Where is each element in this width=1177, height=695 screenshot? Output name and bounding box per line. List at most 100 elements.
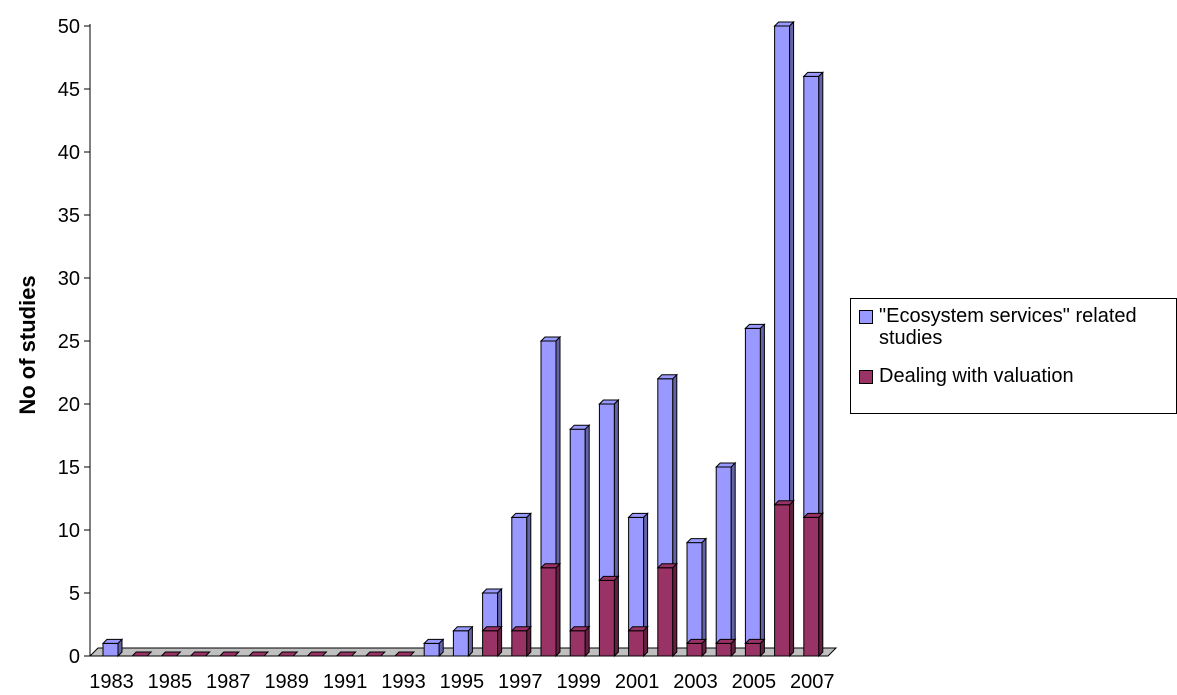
bar-zero-1991 [335,651,357,657]
x-tick-label: 1991 [323,671,368,693]
bar-ecosystem-2003-front [686,542,703,644]
bar-ecosystem-1996-side [497,587,503,633]
x-tick-labels: 1983 1985 1987 1989 1991 1993 1995 1997 1999 2001… [89,671,834,693]
x-tick-label: 1985 [148,671,193,693]
bar-valuation-2007 [802,512,825,658]
bar-ecosystem-2001-front [628,516,645,632]
bar-zero-1992 [364,651,387,657]
bar-valuation-1997-front [511,630,528,657]
bar-valuation-1996-front [482,630,499,657]
bar-ecosystem-2004-front [715,466,732,644]
bar-ecosystem-1997-side [526,512,532,633]
bar-valuation-1998 [539,562,562,658]
x-tick-label: 1997 [498,671,543,693]
y-axis-label: No of studies [15,275,40,415]
bar-ecosystem-2003 [685,537,708,645]
legend-item-ecosystem: "Ecosystem services" related studies [859,305,1177,349]
bar-valuation-2001-front [628,630,645,657]
bar-valuation-2003 [685,638,708,658]
bar-ecosystem-2006 [773,20,795,507]
bar-ecosystem-2002 [656,373,679,570]
bar-ecosystem-2006-side [789,20,795,507]
bar-ecosystem-2004-side [730,461,736,645]
bar-zero-1984 [130,651,153,657]
bar-zero-1993 [393,651,416,657]
bar-ecosystem-2005-front [744,327,761,644]
bar-zero-1989 [276,651,299,657]
bar-ecosystem-1995-front [452,630,469,657]
x-tick-label: 2001 [615,671,660,693]
bar-ecosystem-2002-side [672,373,678,570]
x-tick-label: 2005 [732,671,777,693]
y-tick-label: 35 [58,205,80,227]
bar-ecosystem-2000-side [613,398,619,582]
bar-ecosystem-1999 [568,423,591,633]
bar-ecosystem-1983-side [117,638,123,658]
y-tick-label: 5 [69,583,80,605]
bar-ecosystem-2005 [744,323,766,645]
bar-valuation-2003-side [701,638,707,658]
y-tick-label: 10 [58,520,80,542]
bar-ecosystem-2006-front [774,25,791,506]
chart-axes [84,24,91,657]
bar-ecosystem-1999-front [569,428,586,632]
bar-ecosystem-2000-front [598,403,615,581]
x-tick-label: 2003 [673,671,718,693]
bar-ecosystem-1994-side [438,638,444,658]
bar-valuation-2005 [744,638,766,658]
bar-valuation-2005-side [759,638,765,658]
legend-swatch-valuation [859,370,873,384]
bar-valuation-2002 [656,562,679,658]
y-tick-label: 15 [58,457,80,479]
bar-ecosystem-1995-side [467,625,473,658]
bar-ecosystem-1996-front [482,592,499,632]
y-tick-label: 25 [58,331,80,353]
bar-valuation-1997-side [526,625,532,658]
y-tick-label: 20 [58,394,80,416]
y-tick-label: 30 [58,268,80,290]
x-tick-label: 1999 [556,671,601,693]
y-tick-label: 0 [69,646,80,668]
bar-valuation-1999-side [584,625,590,658]
bar-valuation-2004 [714,638,737,658]
chart-bars [101,20,825,658]
bar-ecosystem-1994-front [423,642,440,657]
x-tick-label: 1993 [381,671,426,693]
bar-valuation-2002-front [657,567,674,657]
legend-item-valuation: Dealing with valuation [859,365,1074,387]
legend-label-ecosystem: "Ecosystem services" related studies [879,305,1137,349]
bar-zero-1987 [218,651,241,657]
bar-ecosystem-2005-side [759,323,765,645]
bar-valuation-1996-side [497,625,503,658]
bar-valuation-2005-front [744,642,761,657]
bar-valuation-2006-side [789,499,795,658]
bar-ecosystem-1997-front [511,516,528,632]
bar-zero-1990 [306,651,328,657]
legend-label-valuation: Dealing with valuation [879,365,1074,387]
x-tick-label: 1983 [89,671,134,693]
bar-ecosystem-1994 [422,638,445,658]
bar-ecosystem-1998-side [555,335,561,570]
y-tick-label: 40 [58,142,80,164]
bar-valuation-2004-front [715,642,732,657]
bar-valuation-2000-front [598,579,615,657]
bar-valuation-2001 [627,625,649,658]
bar-ecosystem-2007-side [818,71,824,519]
x-tick-label: 1989 [264,671,309,693]
bar-zero-1985 [160,651,182,657]
bar-ecosystem-2004 [714,461,737,645]
legend-swatch-ecosystem [859,310,873,324]
bar-valuation-2006-front [774,504,791,657]
bar-valuation-2007-front [803,516,820,657]
bar-ecosystem-2003-side [701,537,707,645]
bar-valuation-2006 [773,499,795,658]
bar-ecosystem-1995 [452,625,474,658]
x-tick-label: 2007 [790,671,835,693]
bar-ecosystem-1997 [510,512,533,633]
x-tick-label: 1995 [440,671,485,693]
y-tick-label: 50 [58,16,80,38]
bar-valuation-2004-side [730,638,736,658]
bar-valuation-2002-side [672,562,678,658]
bar-ecosystem-2001-side [643,512,649,633]
